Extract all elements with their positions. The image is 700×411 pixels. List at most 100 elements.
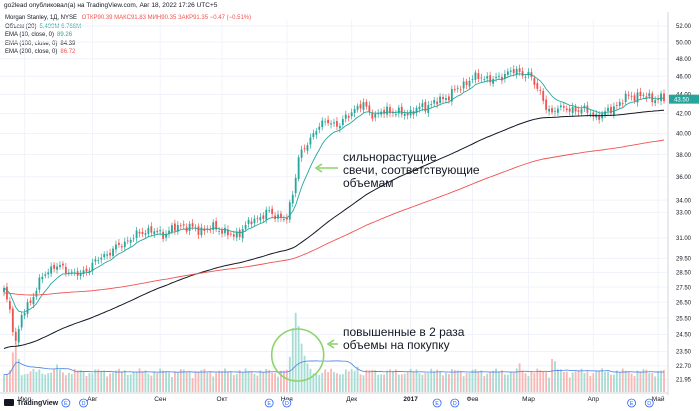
price-tick-label: 25.50 (676, 316, 692, 322)
ema100-line (3, 109, 665, 349)
volume-bar (64, 375, 67, 392)
volume-bar (462, 376, 465, 392)
volume-bar (336, 373, 338, 392)
candle-body (353, 109, 356, 114)
candles (3, 64, 665, 347)
candle-body (554, 111, 556, 113)
last-price-label: 43.50 (674, 97, 690, 103)
candle-body (365, 101, 368, 107)
volume-bar (359, 374, 362, 392)
volume-bar (26, 373, 29, 392)
candle-body (368, 105, 371, 112)
candle-body (283, 218, 285, 220)
time-tick-label: Окт (217, 396, 228, 403)
volume-bar (483, 375, 486, 392)
legend-ema100[interactable]: EMA (100, close, 0) 84.39 (5, 40, 76, 47)
volume-bar (518, 363, 521, 392)
legend-volume[interactable]: Объем (20) 5.499M 6.766M (5, 23, 82, 30)
candle-body (521, 71, 524, 76)
volume-bar (256, 375, 259, 392)
volume-bar (300, 343, 303, 392)
candle-body (512, 69, 515, 74)
volume-bar (607, 371, 609, 392)
candle-body (176, 225, 179, 232)
event-marker-glyph: D (453, 401, 457, 407)
volume-bar (601, 368, 604, 392)
volume-bar (618, 372, 621, 392)
candle-body (615, 105, 618, 106)
time-tick-label: Мар (522, 396, 535, 403)
volume-bar (20, 375, 23, 392)
legend-ema200[interactable]: EMA (200, close, 0) 86.72 (5, 49, 76, 56)
candle-body (212, 222, 215, 230)
candle-body (565, 108, 568, 111)
volume-bar (29, 371, 32, 392)
volume-bar (374, 369, 377, 392)
volume-bar (271, 372, 274, 392)
candle-body (418, 106, 421, 110)
volume-bar (571, 372, 574, 392)
candle-body (645, 96, 648, 98)
volume-bar (206, 372, 209, 392)
candle-body (135, 230, 138, 239)
candle-body (188, 223, 191, 232)
candle-body (362, 102, 365, 110)
volume-bar (421, 374, 424, 392)
volume-bar (604, 372, 606, 392)
candle-body (586, 105, 589, 113)
legend-title-row: Morgan Stanley, 1Д, NYSE ОТКР90.39 МАКС9… (5, 14, 251, 23)
candle-body (150, 226, 153, 233)
candle-body (333, 122, 335, 124)
candle-body (118, 242, 120, 245)
candle-body (64, 266, 67, 274)
candle-body (633, 95, 636, 101)
candle-body (318, 126, 321, 130)
volume-bar (577, 370, 580, 392)
volume-bar (82, 371, 85, 392)
volume-bar (318, 375, 321, 392)
price-tick-label: 46.00 (676, 74, 692, 80)
volume-bar (521, 370, 524, 392)
candle-body (424, 101, 427, 112)
candle-body (621, 103, 624, 105)
price-tick-label: 40.00 (676, 132, 692, 138)
candle-body (495, 76, 497, 78)
candle-body (70, 271, 73, 273)
volume-bar (371, 369, 374, 392)
volume-bar (503, 374, 506, 392)
legend-ema10[interactable]: EMA (10, close, 0) 89.26 (5, 32, 73, 39)
volume-bar (109, 373, 111, 392)
volume-bar (559, 369, 562, 392)
volume-bar (259, 370, 262, 392)
price-tick-label: 26.50 (676, 300, 692, 306)
candle-body (533, 78, 536, 85)
volume-bar (657, 371, 660, 392)
volume-bar (465, 373, 468, 392)
candle-body (315, 131, 318, 135)
volume-bar (91, 373, 94, 392)
event-marker-glyph: D (647, 401, 651, 407)
candle-body (11, 308, 14, 332)
volume-bar (615, 370, 618, 392)
volume-bar (642, 369, 645, 392)
candle-body (453, 88, 456, 90)
volume-bar (297, 326, 300, 392)
volume-bar (171, 376, 173, 392)
volume-bar (141, 371, 144, 392)
volume-bar (512, 372, 515, 392)
volume-bar (397, 374, 400, 392)
volume-bar (621, 368, 624, 392)
volume-bar (459, 371, 462, 392)
volume-bar (176, 372, 179, 392)
candle-body (67, 272, 70, 274)
volume-bar (194, 372, 197, 392)
volume-bar (229, 371, 232, 392)
volume-bar (639, 371, 642, 392)
price-tick-label: 21.95 (676, 378, 692, 384)
symbol-title[interactable]: Morgan Stanley, 1Д, NYSE (5, 15, 77, 21)
candle-body (527, 71, 530, 76)
candle-body (8, 300, 11, 310)
event-marker-glyph: E (267, 401, 271, 407)
volume-bar (630, 373, 633, 392)
